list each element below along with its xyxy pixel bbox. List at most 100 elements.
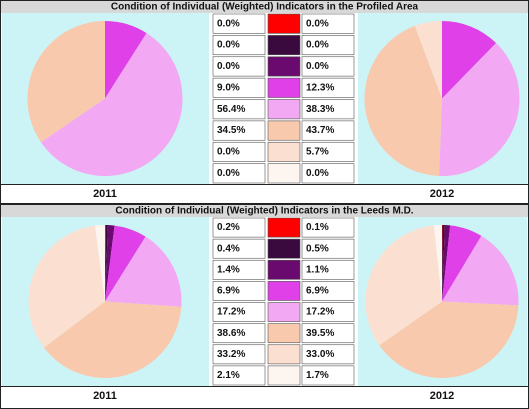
pie-slice xyxy=(105,225,108,302)
table-cell xyxy=(212,35,266,56)
value-label: 38.6% xyxy=(217,328,245,339)
pie-slice xyxy=(364,25,442,176)
value-label: 0.1% xyxy=(306,222,329,233)
pie-slice xyxy=(43,301,182,378)
pie-slice xyxy=(40,33,183,177)
table-cell xyxy=(301,217,355,238)
legend-swatch xyxy=(267,35,301,56)
pie-slice xyxy=(442,225,451,302)
table-cell xyxy=(301,99,355,120)
pie-slice xyxy=(365,225,442,346)
panel-title: Condition of Individual (Weighted) Indic… xyxy=(115,206,413,217)
value-label: 34.5% xyxy=(217,125,245,136)
value-label: 0.4% xyxy=(217,243,240,254)
value-label: 0.0% xyxy=(306,168,329,179)
value-label: 17.2% xyxy=(217,307,245,318)
value-label: 0.0% xyxy=(217,147,240,158)
table-cell xyxy=(212,323,266,344)
value-label: 17.2% xyxy=(306,307,334,318)
pie-slice xyxy=(27,21,105,143)
value-label: 56.4% xyxy=(217,104,245,115)
value-label: 39.5% xyxy=(306,328,334,339)
value-label: 0.5% xyxy=(306,243,329,254)
legend-swatch xyxy=(267,141,301,162)
table-cell xyxy=(301,141,355,162)
year-label: 2011 xyxy=(93,390,117,402)
value-label: 0.0% xyxy=(306,40,329,51)
table-cell xyxy=(212,163,266,184)
value-label: 0.0% xyxy=(217,40,240,51)
pie-slice xyxy=(433,225,442,302)
table-cell xyxy=(212,281,266,301)
legend-swatch xyxy=(267,344,301,365)
table-cell xyxy=(212,259,266,280)
table-cell xyxy=(301,302,355,322)
value-label: 6.9% xyxy=(306,286,329,297)
pie-slice xyxy=(439,43,520,176)
pie-slice xyxy=(442,225,445,302)
table-cell xyxy=(212,365,266,386)
pie-slice xyxy=(105,225,146,302)
value-label: 6.9% xyxy=(217,286,240,297)
table-cell xyxy=(212,238,266,259)
year-label: 2012 xyxy=(430,390,454,402)
legend-swatch xyxy=(267,281,301,301)
title-bar xyxy=(1,205,528,217)
table-cell xyxy=(212,56,266,77)
table-cell xyxy=(212,99,266,120)
table-cell xyxy=(212,13,266,34)
table-cell xyxy=(212,302,266,322)
value-label: 1.4% xyxy=(217,264,240,275)
table-cell xyxy=(301,238,355,259)
legend-swatch xyxy=(267,56,301,77)
value-label: 5.7% xyxy=(306,147,329,158)
legend-swatch xyxy=(267,238,301,259)
legend-swatch xyxy=(267,323,301,344)
table-cell xyxy=(301,163,355,184)
pie-slice xyxy=(414,21,442,99)
table-cell xyxy=(212,344,266,365)
value-label: 38.3% xyxy=(306,104,334,115)
value-label: 0.0% xyxy=(306,61,329,72)
table-cell xyxy=(301,120,355,141)
value-label: 12.3% xyxy=(306,82,334,93)
pie-slice xyxy=(105,236,182,307)
title-bar xyxy=(1,1,528,13)
value-label: 0.0% xyxy=(217,168,240,179)
pie-slice xyxy=(442,235,519,306)
legend-swatch xyxy=(267,302,301,322)
pie-slice xyxy=(442,21,497,99)
table-cell xyxy=(301,281,355,301)
year-label: 2011 xyxy=(93,188,117,200)
pie-slice xyxy=(105,21,147,99)
year-label: 2012 xyxy=(430,188,454,200)
table-cell xyxy=(301,13,355,34)
pie-slice xyxy=(379,301,519,378)
table-cell xyxy=(212,120,266,141)
table-cell xyxy=(301,323,355,344)
value-label: 0.0% xyxy=(217,18,240,29)
table-cell xyxy=(301,259,355,280)
legend-swatch xyxy=(267,120,301,141)
pie-slice xyxy=(105,225,115,302)
value-label: 2.1% xyxy=(217,370,240,381)
legend-swatch xyxy=(267,77,301,98)
legend-swatch xyxy=(267,99,301,120)
pie-slice xyxy=(94,225,105,302)
table-cell xyxy=(301,35,355,56)
value-label: 1.7% xyxy=(306,370,329,381)
table-cell xyxy=(212,77,266,98)
legend-swatch xyxy=(267,217,301,238)
value-label: 33.2% xyxy=(217,349,245,360)
table-cell xyxy=(301,77,355,98)
table-cell xyxy=(301,56,355,77)
panel-title: Condition of Individual (Weighted) Indic… xyxy=(111,2,419,13)
legend-swatch xyxy=(267,259,301,280)
table-cell xyxy=(212,217,266,238)
value-label: 1.1% xyxy=(306,264,329,275)
legend-swatch xyxy=(267,13,301,34)
value-label: 0.0% xyxy=(306,18,329,29)
value-label: 33.0% xyxy=(306,349,334,360)
pie-slice xyxy=(28,225,106,348)
